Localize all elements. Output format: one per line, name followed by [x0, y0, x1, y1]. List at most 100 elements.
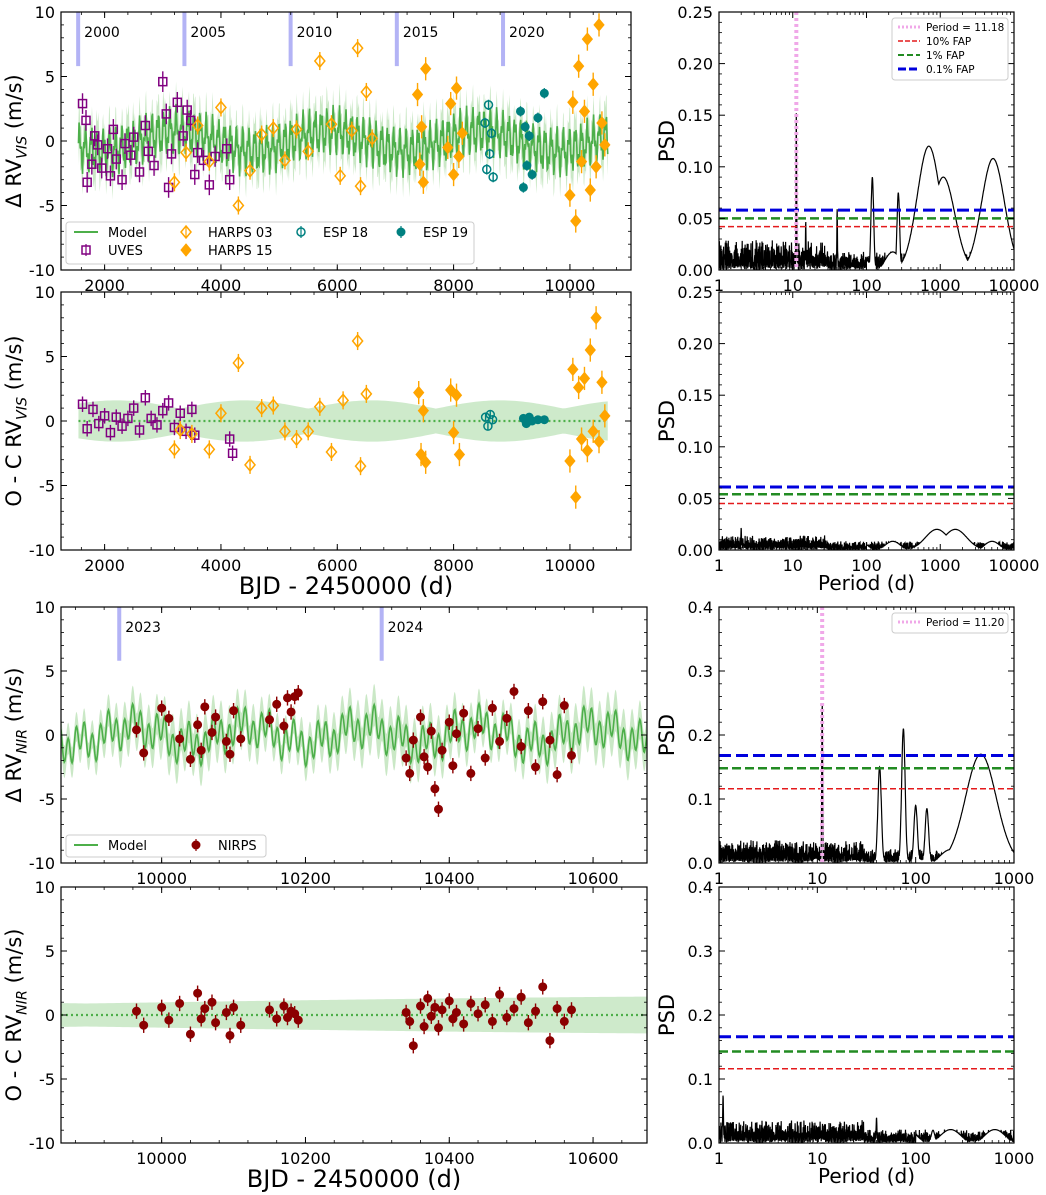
legend-label: ESP 19 [423, 226, 468, 241]
data-point [564, 454, 576, 468]
data-point [175, 734, 185, 744]
data-point [405, 1016, 415, 1026]
x-tick-label: 10000 [989, 276, 1040, 295]
y-tick-label: 0 [45, 1006, 55, 1025]
data-point [203, 154, 216, 169]
data-point [419, 1022, 429, 1032]
data-point [518, 182, 528, 192]
data-point [433, 1023, 443, 1033]
legend-swatch [191, 840, 201, 850]
periodogram-line [719, 1095, 1014, 1143]
y-axis-label: O - C RVNIR (m/s) [2, 929, 30, 1102]
data-point [564, 188, 576, 202]
data-point [325, 117, 338, 132]
legend-label: UVES [108, 244, 143, 259]
y-tick-label: 0.2 [688, 1006, 713, 1025]
data-point [531, 762, 541, 772]
legend-label: Period = 11.18 [926, 22, 1004, 34]
data-point [140, 120, 151, 131]
data-point [272, 699, 282, 709]
plot-area [719, 485, 1014, 550]
data-point [157, 1002, 167, 1012]
data-point [149, 160, 159, 171]
data-point [191, 118, 204, 133]
data-point [590, 160, 602, 174]
y-axis-label: PSD [655, 400, 679, 442]
data-point [480, 753, 490, 763]
data-point [430, 784, 440, 794]
legend-box [891, 612, 1009, 634]
data-point [578, 104, 591, 119]
data-point [587, 77, 599, 92]
model-band [78, 400, 608, 442]
data-point [146, 413, 156, 424]
y-tick-label: 10 [35, 878, 55, 897]
x-tick-label: 2000 [84, 556, 125, 575]
data-point [590, 311, 602, 325]
y-tick-label: 0.1 [688, 1070, 713, 1089]
data-point [187, 404, 197, 415]
data-point [487, 703, 497, 713]
plot-frame [718, 291, 1015, 551]
year-marker-label: 2015 [403, 25, 439, 41]
data-point [451, 1007, 461, 1017]
legend-label: NIRPS [218, 839, 257, 854]
y-tick-label: 0.00 [677, 541, 713, 560]
data-point [366, 131, 379, 146]
data-point [278, 153, 291, 168]
data-point [337, 393, 350, 408]
data-point [128, 403, 139, 413]
data-point [128, 132, 139, 142]
x-tick-label: 10600 [568, 869, 619, 888]
data-point [229, 1002, 239, 1012]
y-tick-label: 0.4 [688, 598, 713, 617]
data-point [185, 115, 196, 126]
data-point [575, 432, 588, 446]
data-point [567, 362, 579, 377]
data-point [533, 113, 543, 123]
data-point [445, 96, 457, 111]
x-tick-label: 100 [851, 276, 882, 295]
data-point [279, 1001, 289, 1011]
panel-nir_gls: 0.0 0.1 0.2 0.3 0.4 1 10 100 1000 PSD Period = 11.… [655, 598, 1034, 888]
data-point [302, 144, 315, 159]
panel-vis_resid_gls: 0.00 0.05 0.10 0.15 0.20 0.25 1 10 100 1000 10000 P… [655, 283, 1039, 595]
y-tick-label: -5 [39, 197, 55, 216]
plot-area [719, 12, 1014, 270]
data-point [419, 752, 429, 762]
data-point [77, 399, 88, 409]
data-point [224, 434, 235, 444]
data-point [313, 399, 326, 414]
x-tick-label: 4000 [201, 556, 242, 575]
data-point [539, 415, 549, 425]
data-point [325, 444, 338, 460]
data-point [567, 1005, 577, 1015]
data-point [120, 138, 130, 149]
data-point [570, 490, 582, 504]
y-axis-label: Δ RVNIR (m/s) [2, 667, 30, 802]
x-tick-label: 4000 [201, 276, 242, 295]
data-point [158, 76, 168, 87]
y-tick-label: 0.00 [677, 261, 713, 280]
x-tick-label: 10400 [424, 1149, 475, 1168]
data-point [581, 443, 594, 458]
data-point [134, 167, 145, 177]
x-axis-label: BJD - 2450000 (d) [247, 1165, 461, 1193]
data-point [102, 143, 113, 154]
data-point [509, 1004, 519, 1014]
y-tick-label: -10 [29, 1134, 55, 1153]
data-point [516, 742, 526, 752]
data-point [94, 418, 104, 429]
data-point [483, 421, 493, 431]
data-point [444, 996, 454, 1006]
data-point [190, 169, 200, 180]
model-line [77, 103, 609, 178]
y-tick-label: 0.25 [677, 3, 713, 22]
data-point [131, 725, 141, 735]
data-point [293, 1015, 303, 1025]
data-point [538, 697, 548, 707]
data-point [265, 715, 275, 725]
year-marker-label: 2005 [190, 25, 226, 41]
data-point [207, 727, 217, 737]
